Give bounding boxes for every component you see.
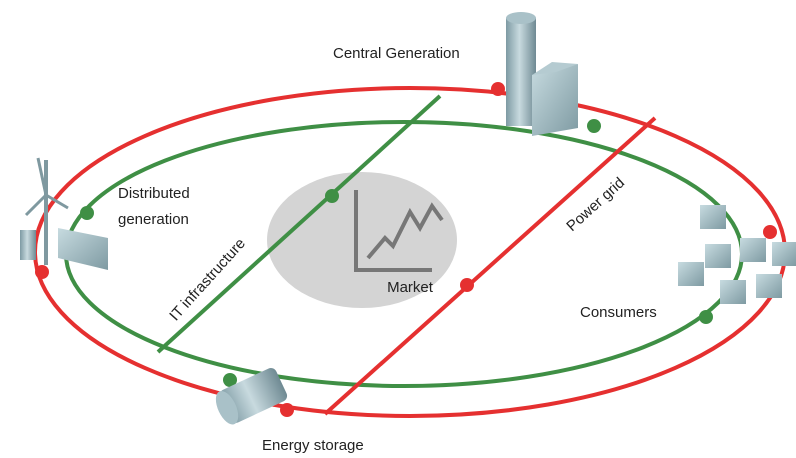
label: generation [118, 211, 189, 228]
label: Central Generation [333, 45, 460, 62]
label: Power grid [563, 174, 628, 235]
label: Market [387, 279, 434, 296]
label: Consumers [580, 304, 657, 321]
energy-storage-icon [211, 366, 289, 428]
distributed-generation-icon [20, 158, 108, 270]
diagram: Central Generation Distributed generatio… [0, 0, 796, 458]
central-generation-icon [506, 12, 578, 136]
label: Distributed [118, 185, 190, 202]
label: Energy storage [262, 437, 364, 454]
